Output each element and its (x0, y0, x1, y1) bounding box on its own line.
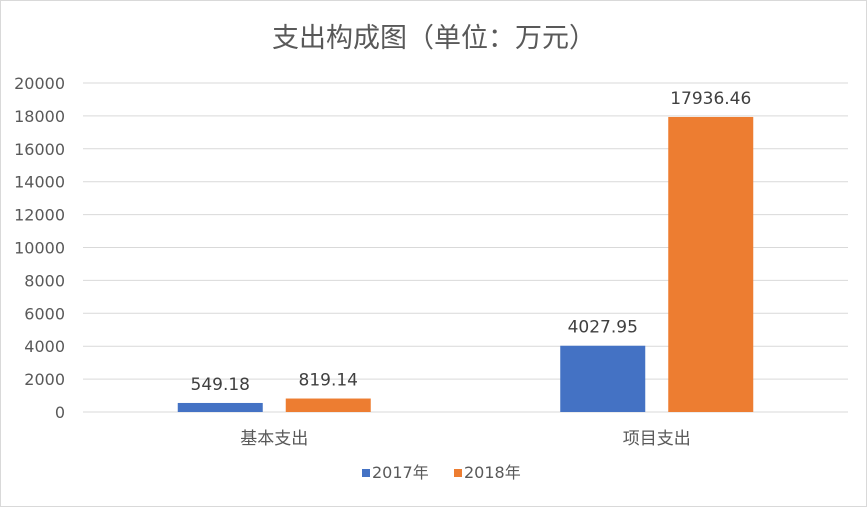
y-tick-label: 6000 (24, 304, 65, 323)
label-layer: 549.18 819.14 4027.95 17936.46 (191, 89, 752, 395)
y-tick-label: 10000 (14, 239, 65, 258)
legend-label: 2018年 (464, 463, 521, 482)
y-tick-label: 4000 (24, 337, 65, 356)
chart-title: 支出构成图（单位：万元） (272, 23, 596, 54)
data-label: 4027.95 (568, 318, 638, 338)
y-tick-label: 0 (55, 403, 65, 422)
x-category-label: 项目支出 (623, 429, 691, 449)
data-label: 549.18 (191, 375, 250, 395)
y-tick-label: 2000 (24, 370, 65, 389)
y-tick-label: 12000 (14, 206, 65, 225)
bar-1-1 (668, 116, 754, 412)
bar-0-1 (560, 345, 646, 412)
y-tick-label: 8000 (24, 271, 65, 290)
y-tick-label: 14000 (14, 173, 65, 192)
legend-label: 2017年 (372, 463, 429, 482)
bar-1-0 (285, 398, 371, 412)
y-tick-label: 16000 (14, 140, 65, 159)
bar-0-0 (177, 402, 263, 412)
legend: 2017年 2018年 (362, 463, 521, 482)
legend-swatch (454, 469, 462, 477)
data-label: 17936.46 (670, 89, 751, 109)
bar-layer (177, 116, 754, 412)
legend-swatch (362, 469, 370, 477)
y-tick-label: 18000 (14, 107, 65, 126)
y-tick-label: 20000 (14, 74, 65, 93)
data-label: 819.14 (299, 371, 358, 391)
grid-layer (83, 82, 848, 413)
x-category-label: 基本支出 (240, 429, 308, 449)
